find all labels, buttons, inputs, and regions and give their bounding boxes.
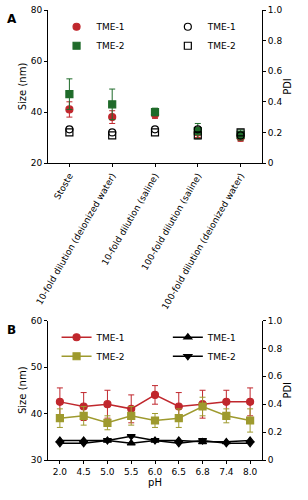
svg-text:TME-1: TME-1 [207, 22, 236, 32]
svg-text:0.6: 0.6 [268, 66, 283, 76]
svg-text:7.4: 7.4 [219, 467, 234, 477]
svg-text:0.2: 0.2 [268, 128, 282, 138]
svg-text:4.5: 4.5 [77, 467, 91, 477]
svg-text:2.0: 2.0 [53, 467, 68, 477]
svg-text:50: 50 [31, 362, 43, 372]
svg-text:pH: pH [148, 477, 162, 488]
svg-text:PDI: PDI [282, 382, 293, 399]
svg-text:30: 30 [31, 455, 43, 465]
svg-text:0: 0 [268, 158, 274, 168]
svg-text:6.5: 6.5 [172, 467, 186, 477]
svg-text:40: 40 [31, 107, 43, 117]
svg-text:0.2: 0.2 [268, 427, 282, 437]
svg-text:6.8: 6.8 [195, 467, 210, 477]
svg-text:0.8: 0.8 [268, 36, 283, 46]
svg-text:B: B [7, 323, 16, 337]
svg-text:10-fold dilution (saline): 10-fold dilution (saline) [100, 172, 161, 267]
svg-text:TME-2: TME-2 [96, 352, 125, 362]
svg-text:Size (nm): Size (nm) [17, 366, 28, 414]
svg-text:TME-1: TME-1 [96, 333, 125, 343]
svg-text:PDI: PDI [282, 78, 293, 95]
svg-text:100-fold dilution (deionized w: 100-fold dilution (deionized water) [160, 172, 246, 312]
svg-text:Size (nm): Size (nm) [17, 63, 28, 111]
svg-text:0.8: 0.8 [268, 344, 283, 354]
svg-text:5.5: 5.5 [124, 467, 138, 477]
svg-text:TME-2: TME-2 [207, 41, 236, 51]
svg-text:0.6: 0.6 [268, 371, 283, 381]
svg-text:10-fold dilution (deionized wa: 10-fold dilution (deionized water) [34, 172, 118, 307]
svg-text:0.4: 0.4 [268, 97, 283, 107]
svg-text:60: 60 [31, 56, 43, 66]
svg-text:20: 20 [31, 158, 43, 168]
svg-text:1.0: 1.0 [268, 316, 283, 326]
svg-text:0.4: 0.4 [268, 399, 283, 409]
svg-text:TME-2: TME-2 [207, 352, 236, 362]
svg-text:8.0: 8.0 [243, 467, 258, 477]
svg-text:40: 40 [31, 409, 43, 419]
svg-text:6.0: 6.0 [148, 467, 163, 477]
svg-text:0: 0 [268, 455, 274, 465]
svg-text:80: 80 [31, 5, 43, 15]
svg-text:5.0: 5.0 [100, 467, 115, 477]
svg-text:1.0: 1.0 [268, 5, 283, 15]
svg-text:TME-1: TME-1 [96, 22, 125, 32]
svg-text:100-fold dilution (saline): 100-fold dilution (saline) [140, 172, 204, 272]
svg-text:Stoste: Stoste [52, 171, 75, 201]
svg-text:TME-1: TME-1 [207, 333, 236, 343]
svg-text:A: A [7, 12, 17, 26]
svg-text:60: 60 [31, 316, 43, 326]
svg-text:TME-2: TME-2 [96, 41, 125, 51]
